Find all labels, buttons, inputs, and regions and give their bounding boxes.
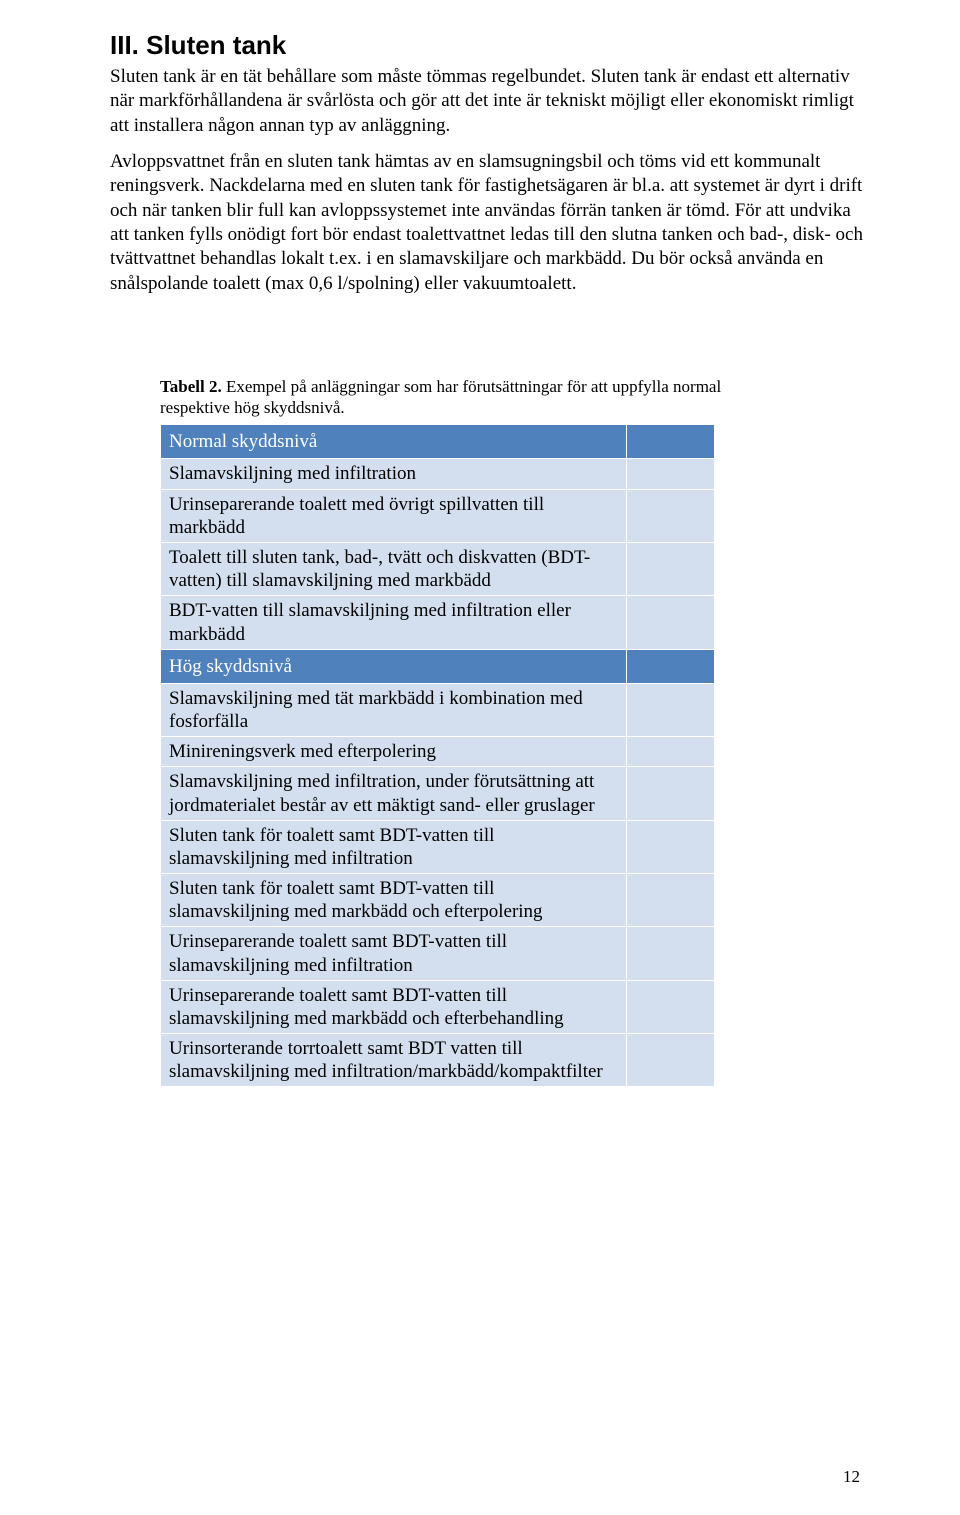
table-row: Slamavskiljning med infiltration, under …: [161, 767, 627, 820]
caption-label: Tabell 2.: [160, 377, 222, 396]
table-row-empty: [627, 683, 715, 736]
table-row-empty: [627, 874, 715, 927]
table-row: Minireningsverk med efterpolering: [161, 737, 627, 767]
table-row-empty: [627, 980, 715, 1033]
table-section-header-empty: [627, 425, 715, 459]
table-row-empty: [627, 459, 715, 489]
table-row-empty: [627, 543, 715, 596]
table-row: Toalett till sluten tank, bad-, tvätt oc…: [161, 543, 627, 596]
caption-text: Exempel på anläggningar som har förutsät…: [160, 377, 721, 417]
body-paragraph: Avloppsvattnet från en sluten tank hämta…: [110, 150, 870, 296]
page-number: 12: [843, 1467, 860, 1487]
table-row: Slamavskiljning med infiltration: [161, 459, 627, 489]
table-row: BDT-vatten till slamavskiljning med infi…: [161, 596, 627, 649]
table-row: Urinseparerande toalett samt BDT-vatten …: [161, 980, 627, 1033]
table-section-header-empty: [627, 649, 715, 683]
intro-paragraph: Sluten tank är en tät behållare som måst…: [110, 65, 870, 138]
table-row: Sluten tank för toalett samt BDT-vatten …: [161, 820, 627, 873]
table-row-empty: [627, 737, 715, 767]
table-row-empty: [627, 927, 715, 980]
table-row: Urinseparerande toalett samt BDT-vatten …: [161, 927, 627, 980]
table-caption: Tabell 2. Exempel på anläggningar som ha…: [110, 376, 870, 419]
table-row-empty: [627, 489, 715, 542]
table-section-header: Hög skyddsnivå: [161, 649, 627, 683]
document-page: III. Sluten tank Sluten tank är en tät b…: [0, 0, 960, 1515]
table-row-empty: [627, 820, 715, 873]
table-row-empty: [627, 1034, 715, 1087]
table-row: Sluten tank för toalett samt BDT-vatten …: [161, 874, 627, 927]
protection-level-table: Normal skyddsnivå Slamavskiljning med in…: [160, 424, 715, 1087]
table-row: Urinsorterande torrtoalett samt BDT vatt…: [161, 1034, 627, 1087]
table-container: Normal skyddsnivå Slamavskiljning med in…: [110, 424, 870, 1087]
table-row: Urinseparerande toalett med övrigt spill…: [161, 489, 627, 542]
section-heading: III. Sluten tank: [110, 30, 870, 61]
table-row: Slamavskiljning med tät markbädd i kombi…: [161, 683, 627, 736]
table-row-empty: [627, 767, 715, 820]
table-section-header: Normal skyddsnivå: [161, 425, 627, 459]
table-row-empty: [627, 596, 715, 649]
